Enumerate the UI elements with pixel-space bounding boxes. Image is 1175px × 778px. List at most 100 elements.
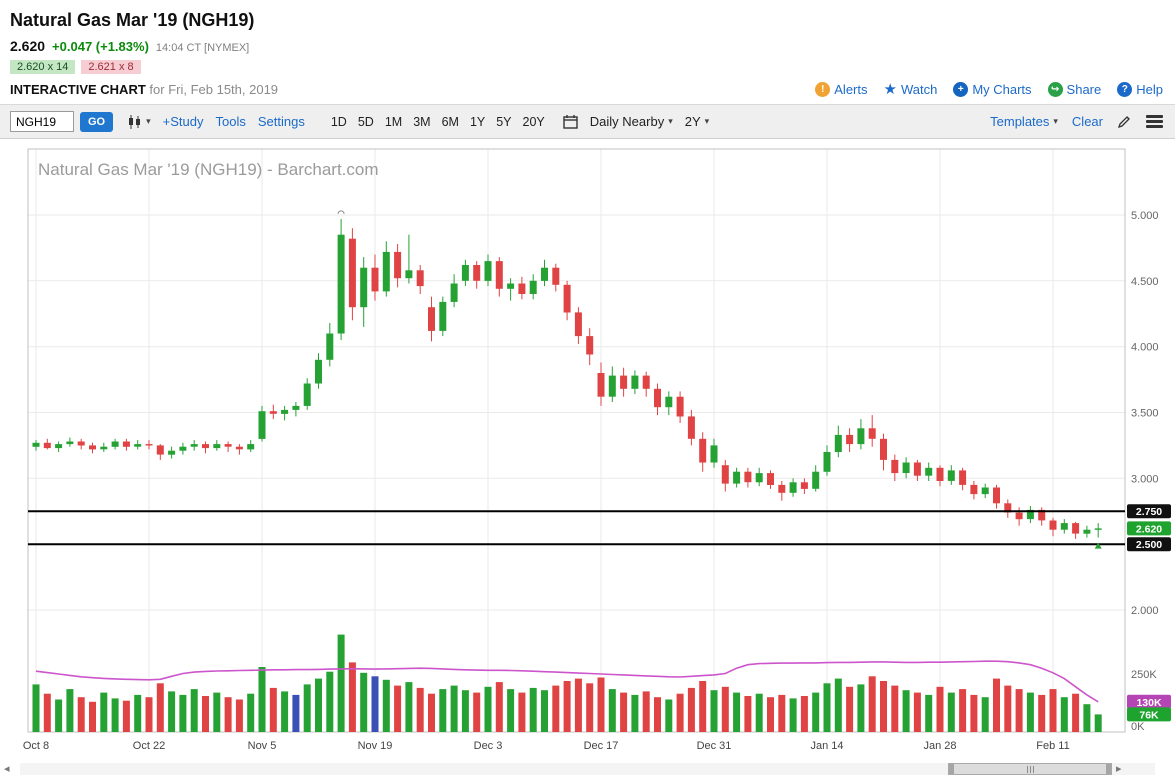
range-dropdown[interactable]: 2Y ▾: [685, 114, 709, 129]
price-change: +0.047 (+1.83%): [52, 39, 149, 54]
svg-text:Jan 14: Jan 14: [810, 740, 843, 752]
scrollbar-grip-icon: [1026, 765, 1034, 773]
scrollbar-track[interactable]: [20, 763, 1155, 775]
plus-circle-icon: +: [953, 82, 969, 97]
svg-text:76K: 76K: [1139, 709, 1159, 721]
chevron-down-icon: ▾: [668, 116, 673, 126]
svg-text:2.620: 2.620: [1136, 523, 1162, 535]
toolbar-right: Templates ▾ Clear: [990, 114, 1163, 129]
svg-text:Oct 8: Oct 8: [23, 740, 49, 752]
hamburger-icon: [1146, 120, 1163, 123]
tools-button[interactable]: Tools: [215, 114, 246, 129]
go-button[interactable]: GO: [80, 111, 114, 132]
svg-text:4.000: 4.000: [1131, 342, 1159, 354]
axis-price-chip: 130K: [1127, 694, 1171, 709]
period-3m[interactable]: 3M: [413, 114, 431, 129]
page-title: Natural Gas Mar '19 (NGH19): [10, 10, 255, 30]
quote-line: 2.620 +0.047 (+1.83%) 14:04 CT [NYMEX]: [10, 38, 1163, 54]
share-icon: ↪: [1047, 82, 1063, 97]
svg-text:3.500: 3.500: [1131, 408, 1159, 420]
templates-label: Templates: [990, 114, 1050, 129]
interactive-chart-date: for Fri, Feb 15th, 2019: [149, 82, 279, 97]
watch-label: Watch: [900, 82, 938, 97]
svg-text:4.500: 4.500: [1131, 276, 1159, 288]
my-charts-label: My Charts: [972, 82, 1032, 97]
grid: [28, 149, 1125, 732]
share-link[interactable]: ↪ Share: [1047, 82, 1101, 97]
svg-text:130K: 130K: [1136, 697, 1162, 709]
scrollbar-left-handle[interactable]: [949, 764, 954, 774]
header-links: ! Alerts ★ Watch + My Charts ↪ Share ? H…: [815, 82, 1163, 97]
frequency-dropdown[interactable]: Daily Nearby ▾: [590, 114, 673, 129]
price-chart[interactable]: Natural Gas Mar '19 (NGH19) - Barchart.c…: [0, 139, 1175, 761]
quote-time: 14:04 CT [NYMEX]: [155, 42, 250, 54]
period-5d[interactable]: 5D: [357, 114, 374, 129]
menu-button[interactable]: [1146, 115, 1163, 128]
alerts-icon: !: [815, 82, 831, 97]
clear-button[interactable]: Clear: [1071, 114, 1103, 129]
hamburger-icon: [1146, 125, 1163, 128]
axis-price-chip: 76K: [1127, 707, 1171, 722]
period-6m[interactable]: 6M: [441, 114, 459, 129]
volume-bars: [32, 634, 1102, 732]
calendar-button[interactable]: [563, 114, 578, 129]
svg-text:Dec 31: Dec 31: [697, 740, 732, 752]
svg-text:0K: 0K: [1131, 721, 1145, 733]
axis-price-chip: 2.500: [1127, 537, 1171, 552]
svg-text:2.000: 2.000: [1131, 605, 1159, 617]
add-study-button[interactable]: +Study: [162, 114, 204, 129]
my-charts-link[interactable]: + My Charts: [953, 82, 1032, 97]
axis-price-chip: 2.750: [1127, 504, 1171, 519]
svg-text:Jan 28: Jan 28: [923, 740, 956, 752]
period-20y[interactable]: 20Y: [522, 114, 545, 129]
svg-text:Dec 3: Dec 3: [474, 740, 503, 752]
volume-ma-line: [35, 660, 1099, 703]
calendar-icon: [563, 115, 578, 129]
candlesticks: [32, 218, 1102, 539]
interactive-chart-row: INTERACTIVE CHART for Fri, Feb 15th, 201…: [10, 82, 1163, 104]
bid-badge: 2.620 x 14: [10, 60, 76, 74]
scroll-left-arrow[interactable]: ◂: [4, 763, 10, 775]
star-icon: ★: [883, 81, 897, 98]
last-price: 2.620: [10, 38, 46, 54]
watch-link[interactable]: ★ Watch: [884, 82, 938, 97]
svg-text:Dec 17: Dec 17: [584, 740, 619, 752]
scroll-right-arrow[interactable]: ▸: [1116, 763, 1122, 775]
bid-ask-line: 2.620 x 14 2.621 x 8: [10, 60, 1163, 74]
templates-dropdown[interactable]: Templates ▾: [990, 114, 1058, 129]
chevron-down-icon: ▾: [704, 116, 710, 126]
symbol-input[interactable]: [10, 111, 74, 132]
interactive-chart-label: INTERACTIVE CHART: [10, 82, 146, 97]
pattern-marker-icon: [337, 210, 345, 215]
chart-watermark: Natural Gas Mar '19 (NGH19) - Barchart.c…: [38, 160, 379, 179]
scrollbar-right-handle[interactable]: [1106, 764, 1111, 774]
draw-button[interactable]: [1117, 114, 1132, 129]
svg-text:Nov 19: Nov 19: [358, 740, 393, 752]
help-link[interactable]: ? Help: [1117, 82, 1163, 97]
svg-text:Oct 22: Oct 22: [133, 740, 165, 752]
quote-header: Natural Gas Mar '19 (NGH19) 2.620 +0.047…: [0, 0, 1175, 104]
help-icon: ?: [1117, 82, 1133, 97]
period-1m[interactable]: 1M: [384, 114, 403, 129]
period-1d[interactable]: 1D: [330, 114, 347, 129]
price-chart-svg: Natural Gas Mar '19 (NGH19) - Barchart.c…: [0, 139, 1175, 761]
range-value: 2Y: [684, 114, 701, 129]
ask-badge: 2.621 x 8: [81, 60, 141, 74]
period-buttons: 1D 5D 1M 3M 6M 1Y 5Y 20Y: [331, 115, 545, 129]
chart-type-dropdown[interactable]: ▾: [127, 114, 151, 130]
frequency-value: Daily Nearby: [589, 114, 665, 129]
alerts-label: Alerts: [834, 82, 868, 97]
period-5y[interactable]: 5Y: [496, 114, 512, 129]
svg-text:2.750: 2.750: [1136, 506, 1162, 518]
time-scrollbar: ◂ ▸: [0, 761, 1175, 778]
alerts-link[interactable]: ! Alerts: [815, 82, 868, 97]
svg-text:Nov 5: Nov 5: [248, 740, 277, 752]
settings-button[interactable]: Settings: [257, 114, 305, 129]
chevron-down-icon: ▾: [1053, 116, 1058, 126]
period-1y[interactable]: 1Y: [469, 114, 486, 129]
date-axis: Oct 8 Oct 22 Nov 5 Nov 19 Dec 3 Dec 17 Dec 31 J…: [23, 740, 1070, 752]
signal-arrow-icon: [1094, 542, 1102, 549]
hamburger-icon: [1146, 115, 1163, 118]
scrollbar-thumb[interactable]: [948, 763, 1112, 775]
svg-text:250K: 250K: [1131, 669, 1157, 681]
